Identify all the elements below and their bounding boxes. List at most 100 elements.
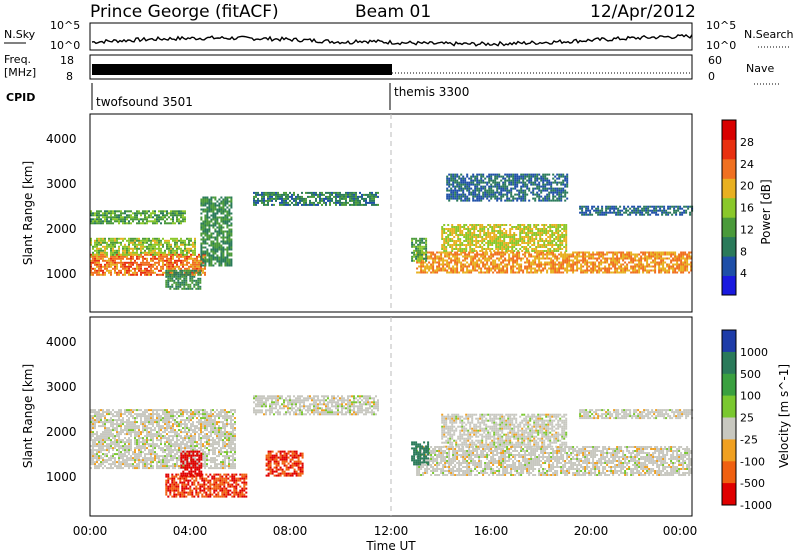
powerCells-cell-1 [140, 243, 142, 246]
powerCells-cell-7 [563, 226, 566, 228]
powerCells-cell-9 [460, 173, 463, 176]
powerCells-cell-2 [102, 220, 104, 223]
powerCells-cell-7 [533, 250, 536, 252]
powerCells-cell-0 [130, 263, 132, 266]
powerCells-cell-7 [469, 232, 472, 234]
velCells-cell-0 [112, 449, 114, 452]
powerCells-cell-7 [553, 224, 556, 226]
powerCells-cell-6 [468, 271, 471, 274]
powerCells-cell-0 [136, 271, 138, 274]
powerCells-cell-2 [150, 212, 152, 215]
powerCells-cell-0 [118, 269, 120, 272]
powerCells-cell-6 [646, 257, 649, 260]
powerCells-cell-6 [678, 257, 681, 260]
powerCells-cell-7 [509, 240, 512, 242]
powerCells-cell-0 [112, 259, 114, 262]
powerCells-cell-6 [650, 269, 653, 272]
powerCells-cell-5 [283, 199, 285, 202]
powerCells-cell-4 [208, 236, 211, 239]
powerCells-cell-9 [472, 191, 475, 194]
powerCells-cell-6 [624, 271, 627, 274]
powerCells-cell-6 [450, 251, 453, 254]
powerCells-cell-4 [218, 232, 221, 235]
powerCells-cell-6 [466, 269, 469, 272]
powerCells-cell-0 [124, 263, 126, 266]
powerCells-cell-1 [182, 243, 184, 246]
powerCells-cell-9 [456, 199, 459, 202]
powerCells-cell-6 [574, 251, 577, 254]
powerCells-cell-9 [482, 191, 485, 194]
velCells-cell-0 [114, 463, 116, 466]
powerCells-cell-2 [96, 214, 98, 217]
powerCells-cell-9 [508, 181, 511, 184]
powerCells-cell-1 [112, 239, 114, 242]
powerCells-cell-5 [259, 199, 261, 202]
powerCells-cell-6 [622, 251, 625, 254]
powerCells-cell-8 [591, 207, 594, 210]
powerCells-cell-9 [454, 189, 457, 192]
powerCells-cell-6 [538, 263, 541, 266]
powerCells-cell-9 [488, 173, 491, 176]
powerCells-cell-7 [493, 236, 496, 238]
powerCells-cell-9 [456, 185, 459, 188]
powerCells-cell-10 [419, 259, 422, 262]
powerCells-cell-9 [522, 185, 525, 188]
powerCells-cell-7 [533, 238, 536, 240]
powerCells-cell-9 [494, 185, 497, 188]
powerCells-cell-10 [419, 243, 422, 246]
powerCells-cell-6 [626, 251, 629, 254]
powerCells-cell-2 [100, 222, 102, 225]
powerCells-cell-2 [124, 216, 126, 219]
powerCells-cell-1 [156, 237, 158, 240]
powerCells-cell-6 [474, 263, 477, 266]
powerCells-cell-2 [182, 218, 184, 221]
powerCells-cell-2 [168, 222, 170, 225]
powerCells-cell-7 [559, 242, 562, 244]
powerCells-cell-9 [504, 177, 507, 180]
powerCells-cell-7 [461, 248, 464, 250]
powerCells-cell-7 [505, 246, 508, 248]
powerCells-cell-7 [521, 236, 524, 238]
powerCells-cell-1 [144, 237, 146, 240]
powerCells-cell-7 [547, 240, 550, 242]
powerCells-cell-1 [128, 247, 130, 250]
velCells-cell-0 [114, 427, 116, 430]
powerCells-cell-7 [465, 228, 468, 230]
powerCells-cell-4 [208, 262, 211, 265]
powerCells-cell-4 [220, 230, 223, 233]
powerCells-cell-4 [208, 258, 211, 261]
powerCells-cell-9 [548, 197, 551, 200]
powerCells-cell-9 [462, 195, 465, 198]
powerCells-cell-0 [100, 273, 102, 276]
powerCells-cell-2 [162, 214, 164, 217]
powerCells-cell-9 [518, 197, 521, 200]
powerCells-cell-7 [519, 232, 522, 234]
velCells-cell-0 [112, 415, 114, 418]
powerCells-cell-6 [608, 271, 611, 274]
powerCells-cell-9 [452, 175, 455, 178]
powerCells-cell-5 [371, 199, 373, 202]
powerCells-cell-9 [490, 195, 493, 198]
velCells-cell-0 [90, 455, 92, 458]
powerCells-cell-9 [540, 191, 543, 194]
powerCells-cell-0 [98, 257, 100, 260]
powerCells-cell-5 [343, 201, 345, 204]
powerCells-cell-9 [544, 187, 547, 190]
powerCells-cell-1 [114, 237, 116, 240]
powerCells-cell-6 [648, 257, 651, 260]
powerCells-cell-5 [273, 197, 275, 200]
powerCells-cell-4 [202, 258, 205, 261]
powerCells-cell-7 [465, 248, 468, 250]
powerCells-cell-1 [110, 241, 112, 244]
powerCells-cell-6 [524, 265, 527, 268]
powerCells-cell-0 [140, 269, 142, 272]
powerCells-cell-1 [118, 237, 120, 240]
powerCells-cell-3 [171, 279, 174, 282]
powerCells-cell-9 [558, 189, 561, 192]
velCells-cell-0 [106, 429, 108, 432]
powerCells-cell-6 [450, 259, 453, 262]
powerCells-cell-9 [496, 191, 499, 194]
powerCells-cell-8 [579, 211, 582, 214]
powerCells-cell-0 [114, 255, 116, 258]
powerCells-cell-6 [532, 255, 535, 258]
